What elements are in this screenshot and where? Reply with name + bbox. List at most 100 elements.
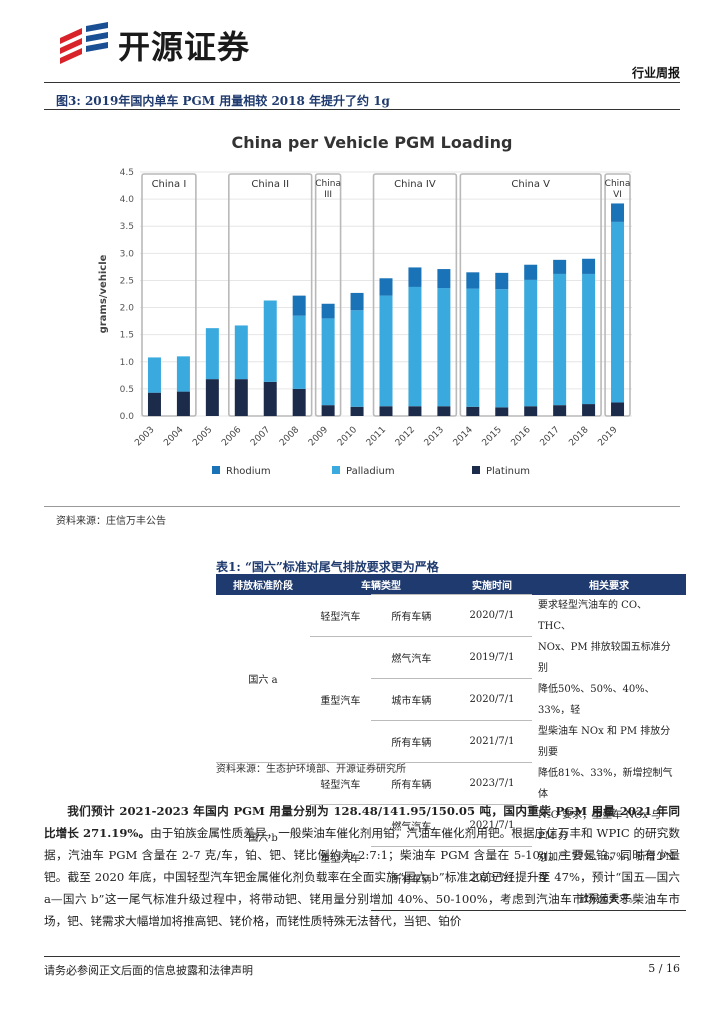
bar-segment-platinum [292, 388, 306, 416]
y-tick-label: 4.5 [120, 168, 134, 178]
bar-segment-rhodium [466, 272, 480, 289]
stage-box [141, 173, 197, 417]
legend-swatch [332, 466, 340, 474]
footer-divider [44, 956, 680, 957]
y-tick-label: 2.5 [120, 276, 134, 286]
figure-title: 图3: 2019年国内单车 PGM 用量相较 2018 年提升了约 1g [56, 94, 390, 108]
table-row: 重型汽车 燃气汽车 2019/7/1 NOx、PM 排放较国五标准分别 [216, 636, 686, 763]
bar-segment-platinum [582, 404, 596, 416]
table-row: 重型汽车 燃气汽车 2021/7/1 N₂O 要求；重型车 NOx 与 PM 分 [216, 804, 686, 910]
y-tick-label: 0.5 [120, 385, 134, 395]
bar-segment-rhodium [495, 272, 509, 290]
bar-segment-rhodium [524, 264, 538, 280]
requirement-line: 型柴油车 NOx 和 PM 排放分别要 [538, 725, 671, 758]
legend-label: Rhodium [226, 466, 271, 477]
stage-label: China II [251, 179, 289, 190]
category-cell: 轻型汽车 [310, 762, 371, 805]
bar-segment-palladium [466, 288, 480, 407]
vehicle-type-cell: 燃气汽车 [370, 636, 452, 679]
bar-segment-rhodium [321, 303, 335, 319]
requirement-line: NOx、PM 排放较国五标准分别 [538, 641, 671, 674]
x-tick-label: 2003 [133, 425, 156, 448]
table-row: 国六 a 轻型汽车 所有车辆 2020/7/1 要求轻型汽油车的 CO、THC、 [216, 594, 686, 686]
date-cell: 2020/7/1 [452, 678, 532, 721]
vehicle-type-cell: 燃气汽车 [370, 804, 452, 847]
x-tick-label: 2015 [481, 425, 504, 448]
bar-segment-palladium [437, 288, 451, 407]
table-row: 放限值要求。 [216, 888, 686, 911]
x-tick-label: 2012 [394, 425, 417, 448]
bar-segment-palladium [147, 357, 161, 393]
figure-title-underline [44, 109, 680, 110]
company-logo-icon [60, 22, 108, 64]
legend-swatch [212, 466, 220, 474]
bar-segment-palladium [379, 295, 393, 407]
chart-title: China per Vehicle PGM Loading [232, 133, 513, 152]
category-cell: 轻型汽车 [320, 611, 361, 623]
bar-segment-platinum [321, 405, 335, 416]
figure-bottom-divider [44, 506, 680, 507]
bar-segment-rhodium [437, 269, 451, 289]
legend-label: Platinum [486, 466, 530, 477]
x-tick-label: 2009 [307, 425, 330, 448]
vehicle-type-cell: 所有车辆 [370, 762, 452, 805]
bar-segment-platinum [524, 406, 538, 416]
date-cell: 2020/7/1 [452, 594, 532, 637]
bar-segment-palladium [408, 286, 422, 407]
bar-segment-platinum [437, 406, 451, 416]
footer-disclaimer: 请务必参阅正文后面的信息披露和法律声明 [44, 964, 253, 977]
requirement-line: 别加严 77%、67%，新增 PN 排 [538, 851, 675, 884]
date-cell: 2023/7/1 [452, 846, 532, 911]
header-date: 实施时间 [452, 574, 532, 595]
y-tick-label: 2.0 [120, 304, 135, 314]
date-cell: 2021/7/1 [452, 720, 532, 763]
report-type-label: 行业周报 [631, 66, 680, 80]
bar-segment-palladium [611, 221, 625, 403]
stage-label: VI [613, 190, 622, 200]
stage-label: China IV [394, 179, 436, 190]
bar-segment-platinum [495, 407, 509, 416]
y-tick-label: 1.5 [120, 331, 134, 341]
bar-segment-platinum [553, 405, 567, 416]
vehicle-type-cell: 所有车辆 [370, 594, 452, 637]
bar-segment-rhodium [582, 258, 596, 274]
category-cell: 重型汽车 [310, 804, 371, 910]
bar-segment-platinum [234, 379, 248, 416]
y-tick-label: 4.0 [120, 195, 135, 205]
header-vehicle-type: 车辆类型 [310, 574, 452, 595]
x-tick-label: 2017 [539, 425, 562, 448]
table-title: 表1: “国六”标准对尾气排放要求更为严格 [216, 560, 439, 574]
header-stage: 排放标准阶段 [216, 574, 310, 595]
bar-segment-palladium [205, 328, 219, 380]
header-requirements: 相关要求 [532, 574, 686, 595]
x-tick-label: 2018 [567, 425, 590, 448]
bar-segment-rhodium [553, 259, 567, 274]
stage-cell: 国六 b [216, 762, 310, 910]
bar-segment-palladium [553, 273, 567, 406]
table-source: 资料来源：生态护环境部、开源证券研究所 [216, 764, 406, 775]
bar-segment-palladium [524, 279, 538, 407]
paragraph-text: 由于铂族金属性质差异，一般柴油车催化剂用铂，汽油车催化剂用钯。根据庄信万丰和 W… [44, 826, 680, 928]
bar-segment-rhodium [292, 295, 306, 316]
legend-swatch [472, 466, 480, 474]
bar-segment-rhodium [611, 203, 625, 222]
y-tick-label: 1.0 [120, 358, 135, 368]
table-row: 国六 b 轻型汽车 所有车辆 2023/7/1 降低81%、33%，新增控制气体 [216, 762, 686, 910]
bar-segment-platinum [176, 391, 190, 416]
body-paragraph: 我们预计 2021-2023 年国内 PGM 用量分别为 128.48/141.… [44, 800, 680, 932]
bar-segment-platinum [611, 402, 625, 416]
bar-segment-palladium [176, 356, 190, 392]
paragraph-lead: 我们预计 2021-2023 年国内 PGM 用量分别为 128.48/141.… [44, 804, 680, 840]
x-tick-label: 2014 [452, 425, 475, 448]
x-tick-label: 2006 [220, 425, 243, 448]
bar-segment-platinum [466, 406, 480, 416]
x-tick-label: 2010 [336, 425, 359, 448]
emission-standards-table: 排放标准阶段 车辆类型 实施时间 相关要求 国六 a 轻型汽车 所有车辆 202… [216, 574, 686, 911]
vehicle-type-cell: 所有车辆 [370, 846, 452, 911]
requirement-line: 降低50%、50%、40%、33%，轻 [538, 683, 655, 716]
y-tick-label: 3.0 [120, 249, 135, 259]
requirement-line: 放限值要求。 [532, 888, 686, 911]
x-tick-label: 2011 [365, 425, 388, 448]
x-tick-label: 2008 [278, 425, 301, 448]
legend-label: Palladium [346, 466, 395, 477]
